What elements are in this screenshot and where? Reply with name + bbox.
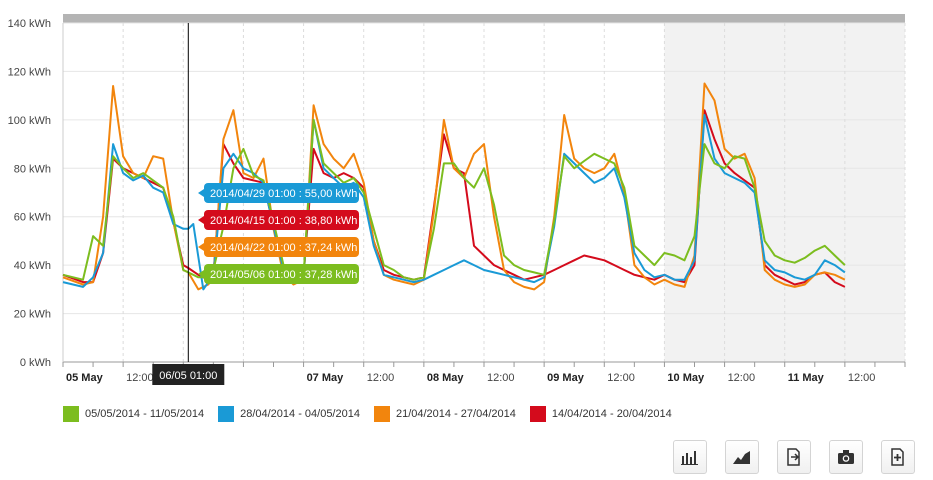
x-tick-label: 12:00 [126,372,154,384]
tooltip-text: 2014/05/06 01:00 : 37,28 kWh [210,269,357,281]
legend-swatch [373,406,390,422]
navigator-bar[interactable] [63,14,905,23]
y-tick-label: 0 kWh [20,357,51,369]
legend-swatch [63,406,79,422]
x-tick-label: 07 May [307,372,345,384]
y-tick-label: 60 kWh [14,212,51,224]
tooltip-pointer [198,216,204,224]
x-tick-label: 12:00 [848,372,876,384]
y-tick-label: 100 kWh [8,115,51,127]
x-tick-label: 12:00 [487,372,515,384]
add-page-icon [891,448,904,466]
y-tick-label: 140 kWh [8,18,51,30]
y-tick-label: 20 kWh [14,309,51,321]
x-tick-label: 12:00 [367,372,395,384]
legend-item[interactable]: 14/04/2014 - 20/04/2014 [529,406,672,422]
series-line [62,118,846,281]
x-tick-label: 09 May [547,372,585,384]
crosshair-label-box [152,364,225,385]
y-tick-label: 120 kWh [8,66,51,78]
tooltip-pointer [198,270,204,278]
bar-chart-icon [681,451,698,465]
tooltip-pointer [198,243,204,251]
add-page-button[interactable] [881,440,915,474]
x-tick-label: 10 May [667,372,705,384]
legend-swatch [529,406,546,422]
y-tick-label: 80 kWh [14,163,51,175]
legend: 05/05/2014 - 11/05/2014 28/04/2014 - 04/… [63,406,672,422]
y-tick-label: 40 kWh [14,260,51,272]
energy-consumption-chart: 0 kWh 20 kWh 40 kWh 60 kWh 80 kWh 100 kWh 120 … [8,14,906,385]
tooltip-box [204,237,359,257]
area-chart-icon [733,451,750,464]
tooltip-text: 2014/04/29 01:00 : 55,00 kWh [210,188,357,200]
export-document-icon [787,448,800,466]
legend-label: 05/05/2014 - 11/05/2014 [85,408,205,420]
chart-toolbar [673,440,915,474]
legend-item[interactable]: 05/05/2014 - 11/05/2014 [63,406,204,422]
tooltip-text: 2014/04/15 01:00 : 38,80 kWh [210,215,357,227]
x-tick-label: 12:00 [728,372,756,384]
tooltip-box [204,210,359,230]
export-document-button[interactable] [777,440,811,474]
camera-icon [838,450,854,464]
series-line [62,82,846,291]
bar-chart-button[interactable] [673,440,707,474]
crosshair-label: 06/05 01:00 [159,370,217,382]
tooltip-text: 2014/04/22 01:00 : 37,24 kWh [210,242,357,254]
x-tick-label: 12:00 [607,372,635,384]
series-line [62,114,846,291]
legend-label: 28/04/2014 - 04/05/2014 [240,408,360,420]
area-chart-button[interactable] [725,440,759,474]
x-tick-label: 05 May [66,372,104,384]
camera-button[interactable] [829,440,863,474]
legend-label: 21/04/2014 - 27/04/2014 [395,408,516,420]
legend-label: 14/04/2014 - 20/04/2014 [551,408,672,420]
tooltip-box [204,183,359,203]
legend-item[interactable]: 21/04/2014 - 27/04/2014 [373,406,516,422]
x-tick-label: 08 May [427,372,465,384]
legend-swatch [218,406,235,422]
tooltip-box [204,264,359,284]
legend-item[interactable]: 28/04/2014 - 04/05/2014 [218,406,360,422]
tooltip-pointer [198,189,204,197]
x-tick-label: 11 May [788,372,825,384]
